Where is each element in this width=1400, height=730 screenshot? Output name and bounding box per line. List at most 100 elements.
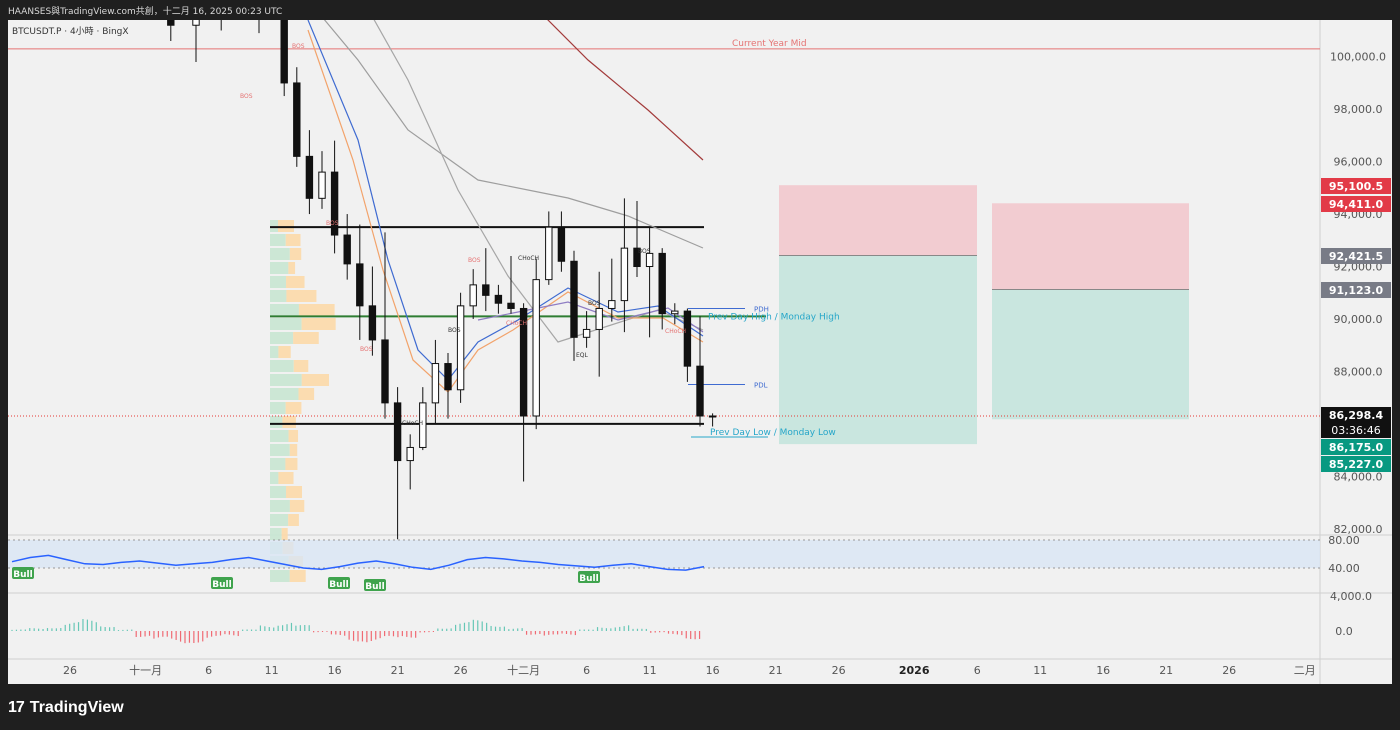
tradingview-brand[interactable]: TradingView bbox=[29, 699, 124, 716]
volume-profile-bar bbox=[281, 528, 288, 540]
structure-label: CHoCH bbox=[402, 420, 423, 427]
stop-a-label: 95,100.5 bbox=[1329, 180, 1383, 193]
moving-average-line bbox=[307, 19, 704, 381]
x-tick-label: 6 bbox=[205, 664, 212, 677]
x-tick-label: 十二月 bbox=[507, 663, 540, 677]
volume-profile-bar bbox=[270, 374, 302, 386]
volume-profile-bar bbox=[270, 262, 289, 274]
volume-profile-bar bbox=[278, 346, 291, 358]
bull-badge bbox=[211, 577, 233, 589]
rsi-band bbox=[8, 540, 1320, 568]
volume-profile-bar bbox=[270, 458, 286, 470]
structure-label: CHoCH bbox=[665, 328, 686, 335]
prev-day-low-label: Prev Day Low / Monday Low bbox=[710, 428, 836, 438]
publish-info: HAANSES與TradingView.com共創，十二月 16, 2025 0… bbox=[8, 7, 283, 17]
volume-profile-bar bbox=[270, 234, 286, 246]
candle-body bbox=[293, 82, 301, 157]
bull-badge bbox=[578, 571, 600, 583]
structure-label: BOS bbox=[638, 248, 651, 255]
bull-badge bbox=[328, 577, 350, 589]
x-tick-label: 26 bbox=[454, 664, 468, 677]
entry-a-label: 92,421.5 bbox=[1329, 250, 1383, 263]
volume-profile-bar bbox=[270, 276, 287, 288]
y-tick-label: 96,000.0 bbox=[1334, 156, 1383, 169]
x-tick-label: 11 bbox=[265, 664, 279, 677]
volume-profile-bar bbox=[278, 472, 294, 484]
y-tick-label: 88,000.0 bbox=[1334, 365, 1383, 378]
x-tick-label: 11 bbox=[643, 664, 657, 677]
candle-body bbox=[419, 402, 427, 448]
volume-profile-bar bbox=[278, 220, 294, 232]
candle-body bbox=[557, 226, 566, 262]
bull-badge-label: Bull bbox=[365, 582, 384, 592]
volume-profile-bar bbox=[289, 444, 298, 456]
volume-profile-bar bbox=[288, 430, 299, 442]
volume-profile-bar bbox=[270, 318, 302, 330]
candle-body bbox=[192, 9, 200, 26]
volume-profile-bar bbox=[270, 346, 279, 358]
macd-tick-4000: 4,000.0 bbox=[1330, 590, 1372, 603]
x-tick-label: 21 bbox=[769, 664, 783, 677]
macd-tick-0: 0.0 bbox=[1335, 625, 1353, 638]
x-tick-label: 11 bbox=[1033, 664, 1047, 677]
x-tick-label: 2026 bbox=[899, 664, 930, 677]
candle-body bbox=[507, 302, 515, 309]
target-b-label: 85,227.0 bbox=[1329, 458, 1384, 471]
chart-area[interactable]: 100,000.0 98,000.0 96,000.0 94,000.0 92,000.… bbox=[8, 0, 1392, 684]
structure-label: CHoCH bbox=[518, 255, 539, 262]
prev-day-high-label: Prev Day High / Monday High bbox=[708, 312, 840, 322]
volume-profile-bar bbox=[289, 570, 306, 582]
stop-a-label-bg bbox=[1321, 178, 1391, 194]
candle-body bbox=[381, 339, 389, 404]
y-tick-label: 98,000.0 bbox=[1334, 103, 1383, 116]
volume-profile-bar bbox=[293, 360, 309, 372]
x-tick-label: 26 bbox=[832, 664, 846, 677]
bull-badge-label: Bull bbox=[212, 580, 231, 590]
volume-profile-bar bbox=[286, 276, 305, 288]
candle-body bbox=[167, 0, 175, 26]
candle-body bbox=[280, 0, 288, 84]
candle-body bbox=[658, 252, 666, 315]
pdl-label: PDL bbox=[754, 382, 768, 390]
last-price-label: 86,298.4 bbox=[1329, 409, 1384, 422]
x-tick-label: 6 bbox=[974, 664, 981, 677]
moving-average-line bbox=[307, 29, 704, 393]
current-year-mid-label: Current Year Mid bbox=[732, 39, 807, 49]
x-tick-label: 6 bbox=[583, 664, 590, 677]
take-profit-zone bbox=[779, 255, 977, 445]
volume-profile-bar bbox=[270, 248, 290, 260]
candle-body bbox=[406, 446, 414, 462]
stop-b-label: 94,411.0 bbox=[1329, 198, 1384, 211]
candle-body bbox=[318, 171, 326, 199]
rsi-tick-80: 80.00 bbox=[1328, 534, 1360, 547]
rsi-line bbox=[11, 554, 705, 571]
target-a-label: 86,175.0 bbox=[1329, 441, 1384, 454]
volume-profile-bar bbox=[301, 318, 336, 330]
entry-a-label-bg bbox=[1321, 248, 1391, 264]
candle-body bbox=[620, 247, 629, 302]
tradingview-logo-icon: 17 bbox=[8, 699, 25, 716]
volume-profile-bar bbox=[270, 388, 299, 400]
volume-profile-bar bbox=[285, 234, 301, 246]
y-tick-label: 90,000.0 bbox=[1334, 313, 1383, 326]
candle-body bbox=[595, 307, 603, 330]
candle-body bbox=[671, 310, 679, 315]
entry-b-label-bg bbox=[1321, 282, 1391, 298]
last-price-label-bg bbox=[1321, 407, 1391, 423]
countdown-label: 03:36:46 bbox=[1331, 424, 1380, 437]
y-tick-label: 100,000.0 bbox=[1330, 51, 1386, 64]
structure-label: EQL bbox=[576, 352, 589, 359]
candle-body bbox=[482, 284, 490, 296]
volume-profile-bar bbox=[270, 528, 282, 540]
x-tick-label: 26 bbox=[1222, 664, 1236, 677]
bull-badge-label: Bull bbox=[13, 570, 32, 580]
y-tick-label: 82,000.0 bbox=[1334, 523, 1383, 536]
chart-svg[interactable]: 100,000.098,000.096,000.094,000.092,000.… bbox=[8, 0, 1392, 684]
x-tick-label: 十一月 bbox=[129, 663, 162, 677]
x-tick-label: 16 bbox=[1096, 664, 1110, 677]
candle-body bbox=[683, 310, 692, 367]
entry-b-label: 91,123.0 bbox=[1329, 284, 1384, 297]
candle-body bbox=[519, 307, 528, 417]
volume-profile-bar bbox=[270, 514, 289, 526]
take-profit-zone bbox=[992, 289, 1189, 420]
